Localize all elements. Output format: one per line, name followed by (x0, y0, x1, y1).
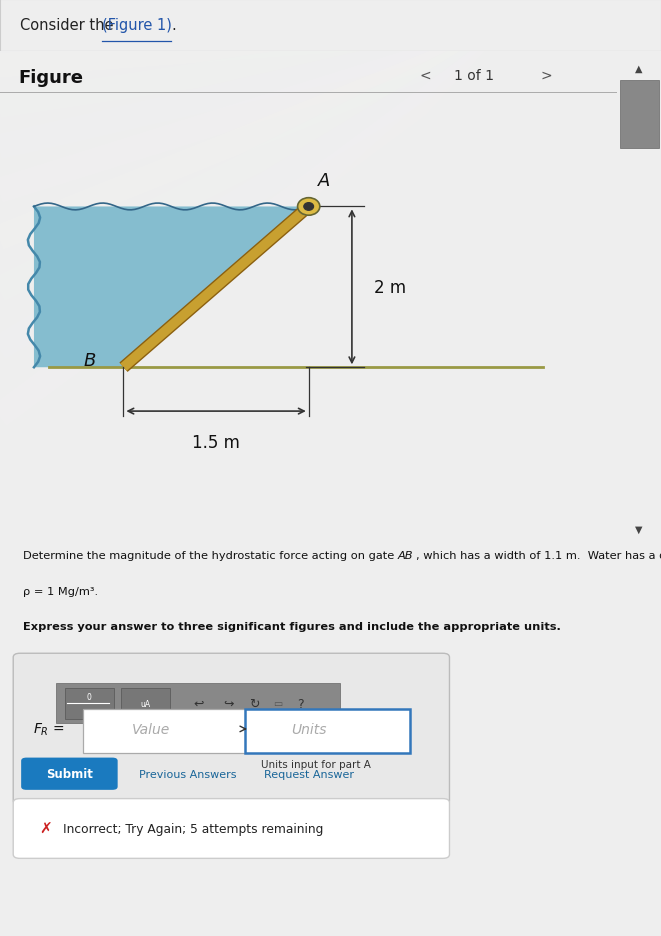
Polygon shape (34, 207, 309, 368)
Text: Express your answer to three significant figures and include the appropriate uni: Express your answer to three significant… (23, 622, 561, 632)
Text: Submit: Submit (46, 768, 93, 781)
Text: Incorrect; Try Again; 5 attempts remaining: Incorrect; Try Again; 5 attempts remaini… (63, 822, 323, 835)
Text: ↪: ↪ (223, 696, 233, 709)
Text: ▭: ▭ (273, 698, 282, 709)
Text: 0: 0 (87, 693, 92, 701)
Text: Figure: Figure (19, 68, 83, 86)
Text: ✗: ✗ (40, 821, 52, 836)
Text: 1 of 1: 1 of 1 (453, 68, 494, 82)
Circle shape (304, 203, 313, 212)
Text: ↩: ↩ (193, 696, 204, 709)
FancyBboxPatch shape (13, 653, 449, 805)
Text: .: . (172, 18, 176, 34)
FancyBboxPatch shape (619, 80, 659, 149)
Text: ?: ? (297, 696, 304, 709)
FancyBboxPatch shape (56, 683, 340, 724)
Text: <: < (420, 68, 432, 82)
Text: 2 m: 2 m (373, 279, 406, 297)
Text: ↻: ↻ (249, 696, 260, 709)
FancyBboxPatch shape (83, 709, 248, 753)
FancyBboxPatch shape (245, 709, 410, 753)
Text: , which has a width of 1.1 m.  Water has a density of: , which has a width of 1.1 m. Water has … (416, 550, 661, 560)
Text: >: > (540, 68, 552, 82)
Text: Consider the: Consider the (20, 18, 118, 34)
Text: A: A (318, 171, 330, 189)
FancyBboxPatch shape (121, 688, 170, 719)
Text: Value: Value (132, 723, 171, 736)
Text: Previous Answers: Previous Answers (139, 768, 237, 779)
Text: $F_R$ =: $F_R$ = (33, 721, 65, 738)
Text: ρ = 1 Mg/m³.: ρ = 1 Mg/m³. (23, 586, 98, 596)
Text: Units input for part A: Units input for part A (261, 759, 371, 769)
Circle shape (297, 198, 320, 216)
Text: ▼: ▼ (635, 524, 643, 534)
Text: AB: AB (397, 550, 412, 560)
Text: uA: uA (140, 699, 151, 708)
Text: 1.5 m: 1.5 m (192, 433, 240, 451)
Text: Units: Units (291, 723, 327, 736)
Text: Request Answer: Request Answer (264, 768, 354, 779)
Text: Determine the magnitude of the hydrostatic force acting on gate: Determine the magnitude of the hydrostat… (23, 550, 398, 560)
FancyBboxPatch shape (21, 758, 118, 790)
Text: B: B (83, 351, 96, 370)
Text: ▲: ▲ (635, 64, 643, 74)
FancyBboxPatch shape (65, 688, 114, 719)
Text: (Figure 1): (Figure 1) (102, 18, 173, 34)
FancyBboxPatch shape (13, 798, 449, 858)
